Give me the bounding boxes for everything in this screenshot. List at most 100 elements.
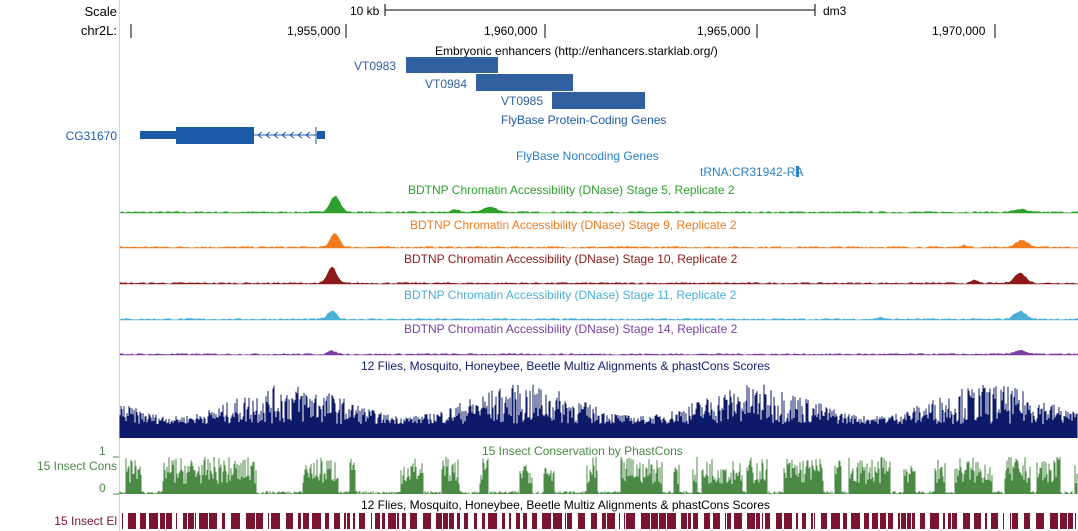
dnase-stage14-title[interactable]: BDTNP Chromatin Accessibility (DNase) St… bbox=[404, 322, 738, 336]
multiz-signal bbox=[119, 384, 1078, 438]
conserved-element bbox=[607, 513, 615, 529]
conserved-element bbox=[667, 513, 676, 529]
conserved-element bbox=[176, 513, 177, 529]
conserved-element bbox=[688, 513, 691, 529]
phastcons-left-label[interactable]: 15 Insect Cons bbox=[36, 459, 117, 473]
conserved-element bbox=[802, 513, 806, 529]
conserved-element bbox=[256, 513, 263, 529]
chrom-label: chr2L: bbox=[80, 23, 117, 38]
conserved-element bbox=[641, 513, 650, 529]
conserved-element bbox=[122, 513, 123, 529]
conserved-element bbox=[651, 513, 658, 529]
enhancer-label-vt0983[interactable]: VT0983 bbox=[354, 59, 397, 73]
elements-left-label[interactable]: 15 Insect El bbox=[54, 514, 117, 528]
conserved-element bbox=[474, 513, 477, 529]
conserved-element bbox=[410, 513, 417, 529]
conserved-element bbox=[128, 513, 136, 529]
conserved-element bbox=[1050, 513, 1058, 529]
conserved-element bbox=[734, 513, 742, 529]
noncoding-gene-label[interactable]: tRNA:CR31942-RA bbox=[700, 165, 804, 179]
ruler-position-3: 1,965,000 bbox=[697, 24, 751, 38]
conserved-element bbox=[626, 513, 635, 529]
conserved-element bbox=[693, 513, 698, 529]
conserved-element bbox=[898, 513, 900, 529]
conserved-element bbox=[948, 513, 951, 529]
conserved-element bbox=[1075, 513, 1076, 529]
conserved-element bbox=[985, 513, 987, 529]
conserved-element bbox=[523, 513, 527, 529]
gene-model-cg31670[interactable] bbox=[140, 127, 325, 144]
enhancer-box-vt0983[interactable] bbox=[406, 57, 498, 73]
multiz-track-title[interactable]: 12 Flies, Mosquito, Honeybee, Beetle Mul… bbox=[361, 359, 770, 373]
conserved-element bbox=[943, 513, 945, 529]
protein-coding-track-title[interactable]: FlyBase Protein-Coding Genes bbox=[501, 113, 667, 127]
conserved-element bbox=[149, 513, 158, 529]
conserved-elements bbox=[122, 513, 1076, 529]
conserved-element bbox=[747, 513, 755, 529]
enhancer-box-vt0984[interactable] bbox=[476, 74, 573, 91]
conserved-element bbox=[553, 513, 562, 529]
conserved-element bbox=[565, 513, 566, 529]
enhancer-track-title[interactable]: Embryonic enhancers (http://enhancers.st… bbox=[435, 44, 718, 58]
conserved-element bbox=[591, 513, 597, 529]
conserved-element bbox=[188, 513, 194, 529]
conserved-element bbox=[312, 513, 321, 529]
dnase-signal-0 bbox=[119, 195, 1078, 214]
elements-track-title[interactable]: 12 Flies, Mosquito, Honeybee, Beetle Mul… bbox=[361, 498, 770, 512]
conserved-element bbox=[1024, 513, 1030, 529]
conserved-element bbox=[353, 513, 355, 529]
conserved-element bbox=[166, 513, 172, 529]
conserved-element bbox=[1068, 513, 1073, 529]
phastcons-track-title[interactable]: 15 Insect Conservation by PhastCons bbox=[482, 444, 683, 458]
conserved-element bbox=[482, 513, 485, 529]
dnase-stage5-title[interactable]: BDTNP Chromatin Accessibility (DNase) St… bbox=[408, 183, 735, 197]
conserved-element bbox=[814, 513, 815, 529]
conserved-element bbox=[199, 513, 208, 529]
conserved-element bbox=[952, 513, 957, 529]
scale-label: Scale bbox=[84, 4, 117, 19]
dnase-stage10-title[interactable]: BDTNP Chromatin Accessibility (DNase) St… bbox=[404, 252, 738, 266]
conserved-element bbox=[821, 513, 827, 529]
conserved-element bbox=[851, 513, 860, 529]
conserved-element bbox=[246, 513, 255, 529]
conserved-element bbox=[831, 513, 840, 529]
trna-gene-mark[interactable] bbox=[796, 166, 799, 177]
conserved-element bbox=[762, 513, 763, 529]
enhancer-box-vt0985[interactable] bbox=[552, 92, 645, 109]
conserved-element bbox=[811, 513, 813, 529]
conserved-element bbox=[488, 513, 497, 529]
conserved-element bbox=[725, 513, 726, 529]
dnase-stage9-title[interactable]: BDTNP Chromatin Accessibility (DNase) St… bbox=[410, 218, 737, 232]
conserved-element bbox=[901, 513, 906, 529]
conserved-element bbox=[784, 513, 792, 529]
phastcons-axis-max: 1 bbox=[99, 444, 106, 458]
enhancer-label-vt0985[interactable]: VT0985 bbox=[501, 94, 544, 108]
conserved-element bbox=[713, 513, 720, 529]
conserved-element bbox=[443, 513, 448, 529]
conserved-element bbox=[222, 513, 225, 529]
ruler-position-4: 1,970,000 bbox=[932, 24, 986, 38]
gene-label-cg31670[interactable]: CG31670 bbox=[65, 129, 117, 143]
conserved-element bbox=[375, 513, 380, 529]
conserved-element bbox=[659, 513, 666, 529]
phastcons-axis-min: 0 bbox=[99, 481, 106, 495]
conserved-element bbox=[388, 513, 396, 529]
noncoding-track-title[interactable]: FlyBase Noncoding Genes bbox=[516, 149, 659, 163]
conserved-element bbox=[209, 513, 217, 529]
conserved-element bbox=[532, 513, 537, 529]
conserved-element bbox=[776, 513, 782, 529]
conserved-element bbox=[457, 513, 460, 529]
conserved-element bbox=[872, 513, 878, 529]
ruler-position-2: 1,960,000 bbox=[484, 24, 538, 38]
conserved-element bbox=[140, 513, 146, 529]
conserved-element bbox=[567, 513, 572, 529]
enhancer-label-vt0984[interactable]: VT0984 bbox=[425, 77, 468, 91]
conserved-element bbox=[402, 513, 406, 529]
dnase-stage11-title[interactable]: BDTNP Chromatin Accessibility (DNase) St… bbox=[404, 288, 737, 302]
conserved-element bbox=[502, 513, 505, 529]
dnase-signal-3 bbox=[119, 310, 1078, 321]
phastcons-bars bbox=[119, 457, 1078, 494]
dnase-tracks bbox=[119, 195, 1078, 356]
